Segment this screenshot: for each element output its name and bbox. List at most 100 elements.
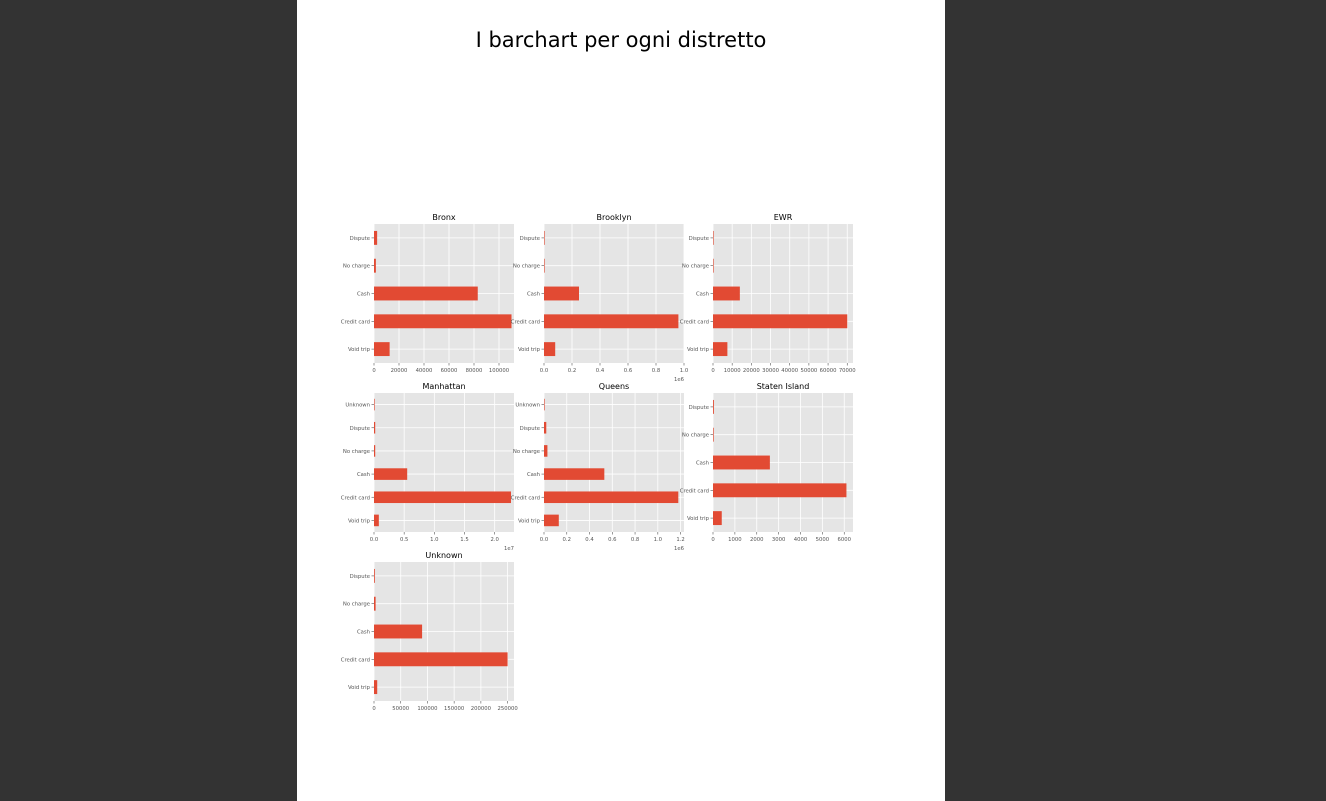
bar (544, 445, 548, 457)
bar (374, 624, 423, 639)
bar (544, 491, 679, 504)
bar (374, 342, 390, 357)
y-tick-label: Void trip (518, 347, 541, 353)
x-tick-label: 70000 (839, 368, 856, 374)
y-tick-label: Cash (357, 472, 370, 478)
x-tick-label: 0 (372, 368, 376, 374)
subplot-title: Manhattan (422, 382, 465, 391)
x-tick-label: 40000 (416, 368, 433, 374)
subplot-title: Queens (599, 382, 629, 391)
x-tick-label: 1.0 (430, 537, 439, 543)
x-tick-label: 1.5 (460, 537, 468, 543)
bar (713, 483, 847, 498)
bar (374, 680, 378, 695)
x-tick-label: 150000 (444, 706, 465, 712)
y-tick-label: No charge (682, 264, 709, 270)
plot-area (374, 393, 514, 532)
bar (374, 398, 375, 411)
x-tick-label: 1000 (728, 537, 742, 543)
x-tick-label: 0.6 (624, 368, 633, 374)
y-tick-label: Void trip (687, 347, 710, 353)
x-tick-label: 0.4 (585, 537, 594, 543)
x-tick-label: 0.5 (400, 537, 408, 543)
y-tick-label: Unknown (515, 403, 540, 409)
y-tick-label: Credit card (511, 319, 540, 325)
x-tick-label: 0 (372, 706, 376, 712)
bar (713, 258, 714, 273)
y-tick-label: Cash (696, 292, 709, 298)
bar (374, 445, 376, 457)
x-tick-label: 100000 (417, 706, 438, 712)
subplot-title: Brooklyn (596, 213, 631, 222)
y-tick-label: Dispute (350, 236, 370, 242)
y-tick-label: Dispute (689, 236, 709, 242)
chart-manhattan: 0.0 0.5 1.0 1.5 2.0 Unknown Dispute No charge Ca… (341, 382, 514, 552)
bar (713, 399, 714, 414)
x-tick-label: 50000 (392, 706, 409, 712)
y-tick-label: Cash (527, 292, 540, 298)
y-tick-label: Cash (357, 630, 370, 636)
y-tick-label: Credit card (680, 319, 709, 325)
chart-queens: 0.0 0.2 0.4 0.6 0.8 1.0 1.2 Unknown Dispute No ch… (511, 382, 685, 552)
bar (713, 314, 848, 329)
x-tick-label: 3000 (772, 537, 786, 543)
x-tick-label: 0.2 (563, 537, 571, 543)
bar (374, 468, 408, 480)
chart-ewr: 0 10000 20000 30000 40000 50000 60000 70000 Disp… (680, 213, 857, 374)
y-tick-label: No charge (343, 602, 370, 608)
document-page: I barchart per ogni distretto 0 20000 4000… (297, 0, 945, 801)
x-tick-label: 0.0 (370, 537, 379, 543)
chart-staten-island: 0 1000 2000 3000 4000 5000 6000 Dispute No charg… (680, 382, 853, 543)
subplot-title: EWR (774, 213, 793, 222)
x-tick-label: 2000 (750, 537, 764, 543)
x-tick-label: 0.2 (568, 368, 576, 374)
axis-offset-label: 1e7 (504, 546, 514, 552)
bar (374, 568, 375, 583)
y-tick-label: Cash (527, 472, 540, 478)
bar (544, 398, 545, 411)
bar (374, 514, 379, 527)
x-tick-label: 80000 (466, 368, 483, 374)
y-tick-label: Credit card (341, 657, 370, 663)
x-tick-label: 4000 (794, 537, 808, 543)
x-tick-label: 30000 (762, 368, 779, 374)
bar (544, 421, 547, 434)
bar (713, 427, 714, 442)
x-tick-label: 1.0 (680, 368, 689, 374)
chart-brooklyn: 0.0 0.2 0.4 0.6 0.8 1.0 Dispute No charge Cash Cr… (511, 213, 689, 383)
y-tick-label: Credit card (341, 319, 370, 325)
y-tick-label: Credit card (511, 495, 540, 501)
y-tick-label: No charge (513, 264, 540, 270)
subplot-title: Staten Island (757, 382, 810, 391)
x-tick-label: 0.6 (608, 537, 617, 543)
bar (374, 491, 511, 504)
y-tick-label: Void trip (348, 518, 371, 524)
bar (544, 314, 679, 329)
y-tick-label: Dispute (520, 236, 540, 242)
x-tick-label: 20000 (743, 368, 760, 374)
x-tick-label: 60000 (441, 368, 458, 374)
y-tick-label: Unknown (345, 403, 370, 409)
plot-area (544, 393, 684, 532)
bar (374, 652, 508, 667)
y-tick-label: Cash (696, 461, 709, 467)
y-tick-label: Credit card (341, 495, 370, 501)
x-tick-label: 1.0 (654, 537, 663, 543)
x-tick-label: 5000 (816, 537, 830, 543)
bar (374, 230, 378, 245)
y-tick-label: No charge (343, 264, 370, 270)
x-tick-label: 0.4 (596, 368, 605, 374)
bar (544, 286, 579, 301)
x-tick-label: 2.0 (490, 537, 499, 543)
bar (544, 468, 605, 480)
x-tick-label: 0.8 (631, 537, 640, 543)
bar (713, 286, 740, 301)
subplot-title: Bronx (432, 213, 456, 222)
bar (544, 258, 545, 273)
bar (374, 286, 478, 301)
x-tick-label: 10000 (724, 368, 741, 374)
bar (374, 421, 376, 434)
bar (713, 511, 722, 526)
x-tick-label: 0.0 (540, 368, 549, 374)
y-tick-label: Void trip (348, 685, 371, 691)
